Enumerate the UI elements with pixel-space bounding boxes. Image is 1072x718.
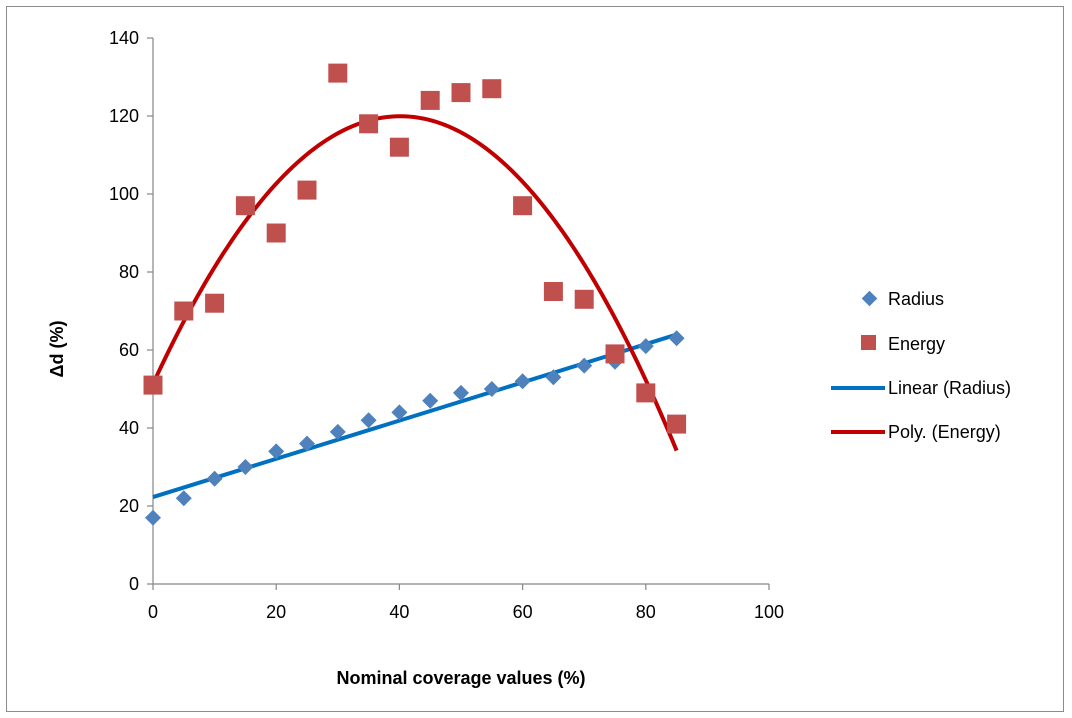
energy-point — [513, 196, 533, 216]
legend-radius-label: Radius — [888, 289, 944, 309]
radius-point — [576, 357, 593, 374]
energy-point — [574, 289, 594, 309]
x-axis-title: Nominal coverage values (%) — [336, 668, 585, 688]
y-tick-label: 140 — [109, 28, 139, 48]
energy-point — [636, 383, 656, 403]
energy-point — [667, 414, 687, 434]
energy-point — [143, 375, 163, 395]
radius-point — [668, 330, 685, 347]
chart-frame — [6, 6, 1064, 712]
radius-point — [514, 373, 531, 390]
energy-point — [328, 63, 348, 83]
energy-point — [359, 114, 379, 134]
x-tick-label: 0 — [148, 602, 158, 622]
x-tick-label: 80 — [636, 602, 656, 622]
radius-point — [268, 443, 285, 460]
energy-point — [235, 196, 255, 216]
legend-item-poly-energy: Poly. (Energy) — [831, 422, 1001, 442]
y-tick-label: 0 — [129, 574, 139, 594]
y-tick-label: 60 — [119, 340, 139, 360]
energy-point — [389, 137, 409, 157]
radius-point — [175, 490, 192, 507]
energy-point — [605, 344, 625, 364]
energy-point — [420, 90, 440, 110]
energy-point — [174, 301, 194, 321]
legend-energy-label: Energy — [888, 334, 945, 354]
radius-point — [453, 384, 469, 401]
x-tick-label: 100 — [754, 602, 784, 622]
legend-radius-marker — [861, 290, 878, 307]
y-tick-label: 40 — [119, 418, 139, 438]
trendline-poly-energy — [151, 114, 679, 452]
radius-point — [206, 470, 223, 487]
energy-point — [266, 223, 286, 243]
y-tick-label: 120 — [109, 106, 139, 126]
radius-point — [637, 338, 654, 355]
legend: Radius Energy Linear (Radius) Poly. (Ene… — [831, 289, 1011, 442]
radius-point — [422, 392, 439, 409]
legend-poly-energy-label: Poly. (Energy) — [888, 422, 1001, 442]
markers — [143, 63, 687, 526]
radius-point — [329, 423, 346, 440]
radius-point — [391, 404, 408, 421]
radius-point — [483, 381, 500, 397]
legend-item-linear-radius: Linear (Radius) — [831, 378, 1011, 398]
radius-point — [145, 509, 161, 526]
legend-linear-radius-label: Linear (Radius) — [888, 378, 1011, 398]
energy-point — [451, 83, 471, 103]
radius-point — [237, 459, 254, 475]
trendlines — [151, 114, 679, 499]
legend-item-radius: Radius — [861, 289, 944, 309]
radius-point — [545, 369, 562, 386]
energy-point — [482, 79, 502, 99]
trendline-linear-radius — [152, 332, 678, 499]
energy-point — [297, 180, 317, 200]
x-tick-label: 40 — [389, 602, 409, 622]
legend-item-energy: Energy — [861, 334, 945, 354]
y-tick-label: 20 — [119, 496, 139, 516]
radius-point — [299, 435, 315, 452]
legend-energy-marker — [861, 335, 876, 350]
axes: 0 20 40 60 80 100 120 140 0 20 40 60 80 100 — [109, 28, 784, 622]
x-tick-label: 60 — [513, 602, 533, 622]
x-tick-label: 20 — [266, 602, 286, 622]
energy-point — [205, 293, 225, 313]
radius-point — [360, 412, 377, 429]
energy-point — [543, 282, 563, 301]
y-tick-label: 100 — [109, 184, 139, 204]
y-axis-title: Δd (%) — [47, 321, 67, 378]
y-tick-label: 80 — [119, 262, 139, 282]
